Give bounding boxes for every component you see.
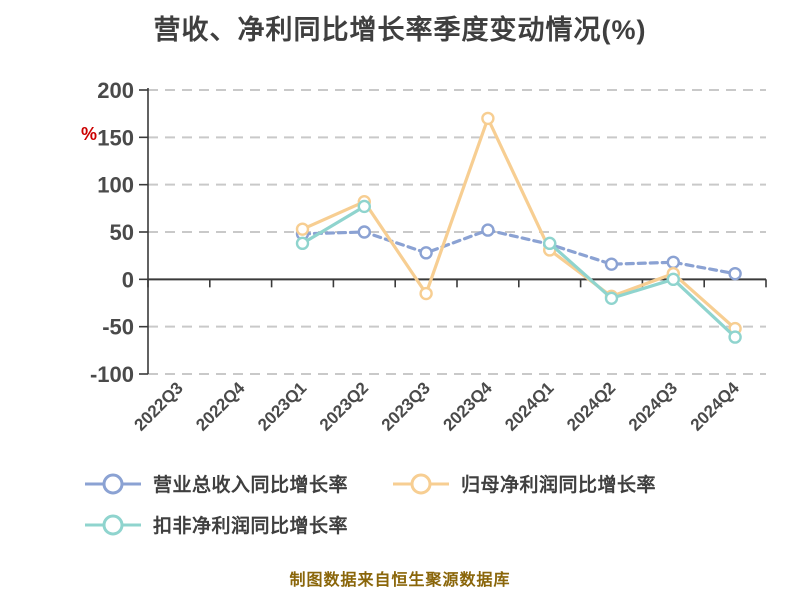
legend-label-total-revenue-growth: 营业总收入同比增长率: [153, 475, 349, 496]
legend-label-net-profit-growth: 归母净利润同比增长率: [461, 475, 657, 496]
legend-item-deducted-net-profit-growth: 扣非净利润同比增长率: [84, 511, 348, 538]
svg-text:150: 150: [97, 125, 134, 150]
svg-text:2022Q4: 2022Q4: [192, 378, 249, 435]
data-source-note: 制图数据来自恒生聚源数据库: [289, 572, 511, 589]
legend-marker-teal-icon: [84, 512, 142, 538]
svg-text:50: 50: [110, 220, 134, 245]
legend: 营业总收入同比增长率 归母净利润同比增长率 扣非净利润同比增长率: [84, 470, 656, 552]
svg-text:2023Q4: 2023Q4: [440, 378, 497, 435]
legend-marker-blue-icon: [84, 471, 142, 497]
legend-marker-orange-icon: [392, 471, 450, 497]
svg-text:2024Q4: 2024Q4: [687, 378, 744, 435]
svg-text:2023Q1: 2023Q1: [254, 378, 310, 434]
svg-text:100: 100: [97, 173, 134, 198]
chart-title: 营收、净利同比增长率季度变动情况(%): [153, 15, 647, 45]
svg-text:2024Q3: 2024Q3: [625, 378, 681, 434]
svg-text:2024Q2: 2024Q2: [563, 378, 619, 434]
svg-text:%: %: [81, 124, 97, 144]
svg-text:0: 0: [122, 267, 134, 292]
svg-text:-100: -100: [90, 362, 134, 387]
legend-item-total-revenue-growth: 营业总收入同比增长率: [84, 470, 348, 497]
svg-text:2024Q1: 2024Q1: [501, 378, 557, 434]
svg-text:2023Q3: 2023Q3: [378, 378, 434, 434]
legend-label-deducted-net-profit-growth: 扣非净利润同比增长率: [153, 516, 349, 537]
svg-text:200: 200: [97, 78, 134, 103]
legend-row-2: 扣非净利润同比增长率: [84, 511, 656, 538]
svg-text:-50: -50: [102, 315, 134, 340]
legend-item-net-profit-growth: 归母净利润同比增长率: [392, 470, 656, 497]
svg-text:2023Q2: 2023Q2: [316, 378, 372, 434]
legend-row-1: 营业总收入同比增长率 归母净利润同比增长率: [84, 470, 656, 497]
svg-text:2022Q3: 2022Q3: [131, 378, 187, 434]
